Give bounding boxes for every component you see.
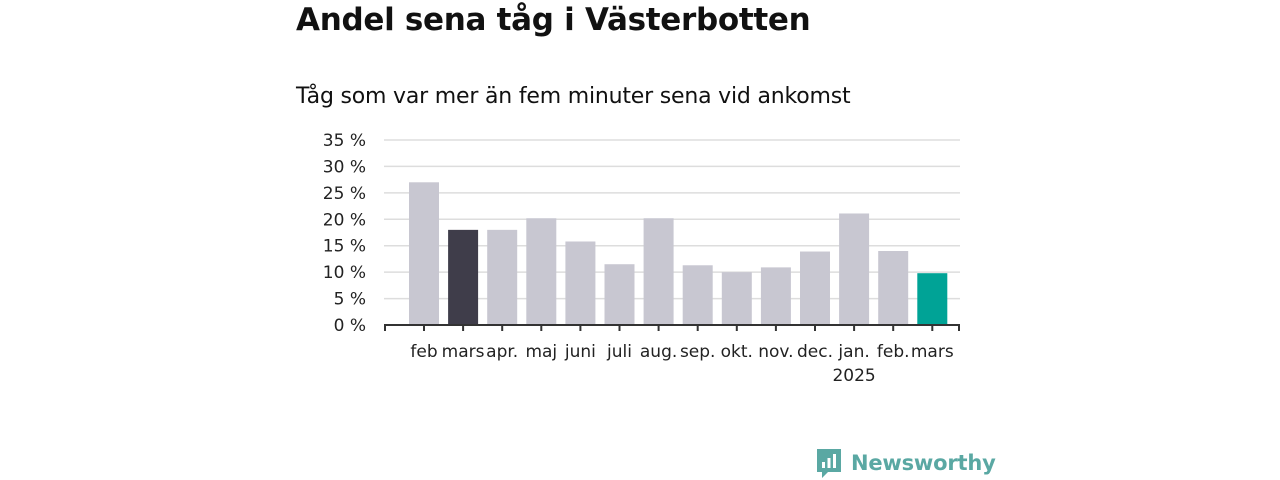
x-tick-label: aug. bbox=[640, 342, 677, 362]
bar bbox=[878, 251, 909, 325]
x-axis bbox=[384, 324, 960, 331]
x-axis-labels: feb mars apr. maj juni juli aug. sep. okt. nov. de… bbox=[410, 342, 953, 386]
x-tick-label: okt. bbox=[721, 342, 753, 362]
y-tick-label: 25 % bbox=[323, 184, 366, 204]
brand-name: Newsworthy bbox=[851, 451, 996, 475]
bar bbox=[721, 272, 752, 325]
x-tick-label: sep. bbox=[680, 342, 716, 362]
x-tick-label: jan. bbox=[837, 342, 869, 362]
x-tick-label: dec. bbox=[797, 342, 833, 362]
x-tick-label: feb bbox=[410, 342, 437, 362]
y-tick-label: 15 % bbox=[323, 237, 366, 257]
bar bbox=[448, 229, 479, 325]
bar bbox=[409, 182, 439, 325]
newsworthy-logo: Newsworthy bbox=[815, 447, 996, 479]
bar bbox=[643, 218, 674, 325]
x-tick-label: nov. bbox=[758, 342, 793, 362]
x-tick-label: feb. bbox=[877, 342, 910, 362]
x-tick-label: apr. bbox=[486, 342, 518, 362]
bar bbox=[487, 229, 518, 325]
bar bbox=[839, 213, 870, 325]
bars bbox=[409, 182, 948, 325]
y-tick-label: 35 % bbox=[323, 131, 366, 151]
bar bbox=[800, 251, 830, 325]
y-tick-label: 20 % bbox=[323, 210, 366, 230]
y-tick-label: 30 % bbox=[323, 157, 366, 177]
bar bbox=[760, 267, 791, 325]
x-tick-label: mars bbox=[911, 342, 954, 362]
y-tick-label: 5 % bbox=[334, 290, 366, 310]
y-tick-label: 10 % bbox=[323, 263, 366, 283]
y-axis-labels: 0 % 5 % 10 % 15 % 20 % 25 % 30 % 35 % bbox=[323, 131, 366, 336]
bar bbox=[682, 265, 713, 325]
bar bbox=[526, 218, 557, 325]
x-tick-label: maj bbox=[525, 342, 557, 362]
x-tick-label: juni bbox=[564, 342, 596, 362]
y-tick-label: 0 % bbox=[334, 316, 366, 336]
bar bbox=[917, 273, 948, 325]
chart-title: Andel sena tåg i Västerbotten bbox=[296, 2, 811, 38]
newsworthy-icon bbox=[817, 449, 841, 478]
bar bbox=[604, 264, 635, 325]
x-year-label: 2025 bbox=[832, 366, 875, 386]
x-tick-label: mars bbox=[442, 342, 485, 362]
x-tick-label: juli bbox=[606, 342, 632, 362]
bar bbox=[565, 241, 596, 325]
chart-subtitle: Tåg som var mer än fem minuter sena vid … bbox=[296, 84, 851, 109]
